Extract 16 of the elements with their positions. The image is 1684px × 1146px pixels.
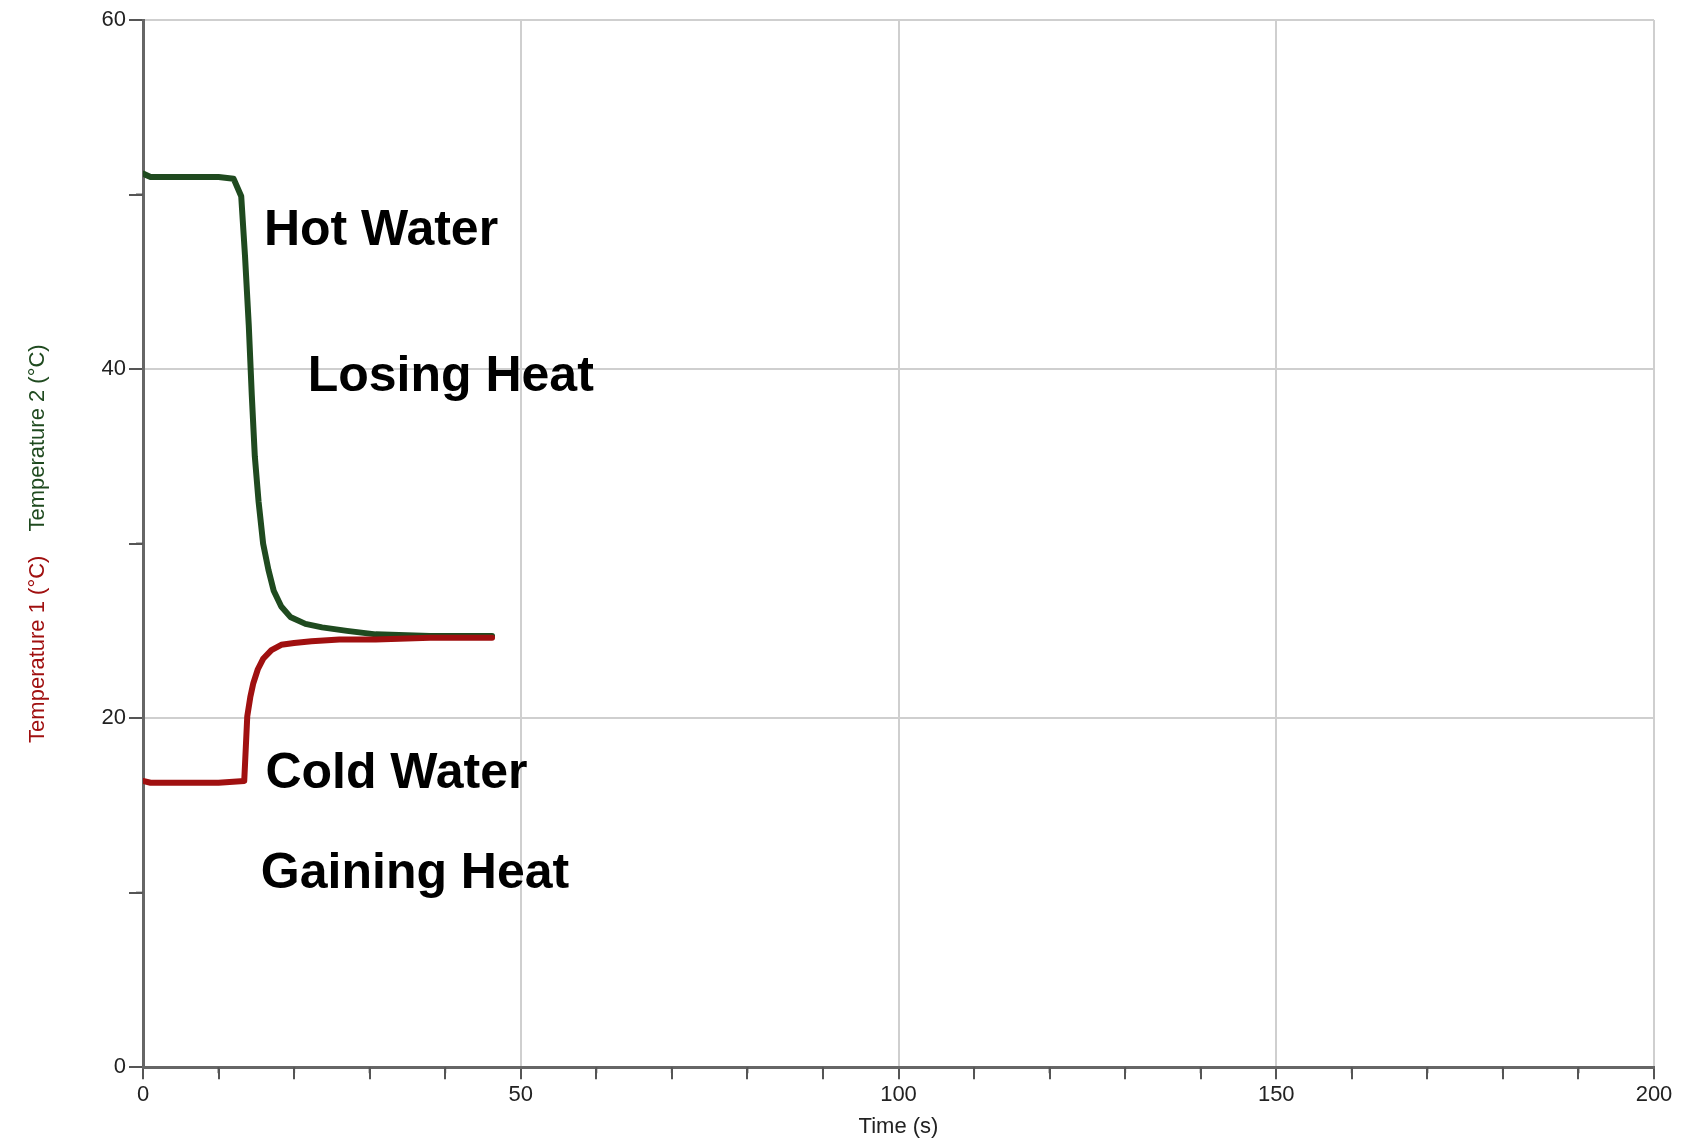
text: Temperature 1 (°C) [24, 555, 50, 743]
y-tick-label: 60 [101, 6, 126, 32]
x-tick-label: 50 [508, 1081, 533, 1107]
text: Temperature 2 (°C) [24, 344, 50, 532]
annotation: Cold Water [265, 742, 528, 799]
annotation: Losing Heat [307, 345, 595, 402]
x-tick-label: 100 [880, 1081, 917, 1107]
y-tick-label: 40 [101, 355, 126, 381]
y-tick-label: 20 [101, 704, 126, 730]
x-tick-label: 150 [1257, 1081, 1295, 1107]
x-tick-label: 0 [136, 1081, 150, 1107]
y-tick-label: 0 [113, 1053, 126, 1079]
x-axis-title: Time (s) [858, 1112, 939, 1138]
x-tick-label: 200 [1635, 1081, 1673, 1107]
annotation: Gaining Heat [260, 843, 570, 900]
annotation: Hot Water [263, 200, 499, 257]
